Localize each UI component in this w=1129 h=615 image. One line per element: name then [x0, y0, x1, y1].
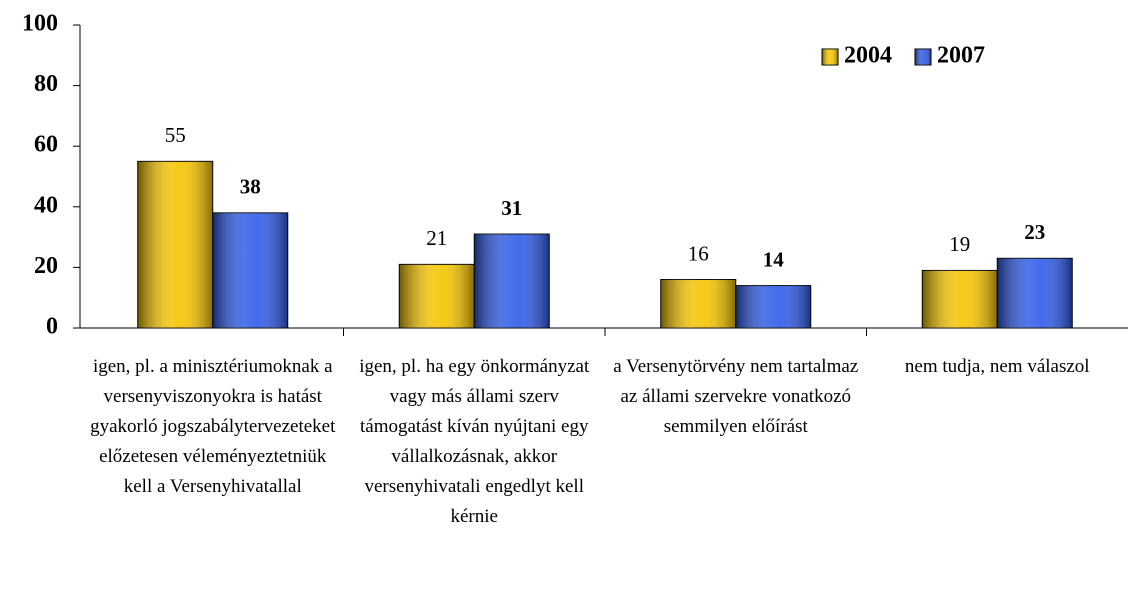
bar	[473, 233, 550, 329]
data-label: 23	[1024, 220, 1045, 244]
y-tick-label: 20	[34, 253, 58, 279]
y-tick-label: 100	[22, 11, 58, 37]
legend-label: 2007	[937, 43, 985, 69]
data-label: 16	[688, 241, 709, 265]
x-tick-label: a Versenytörvény nem tartalmaz az állami…	[613, 356, 859, 437]
data-label: 19	[949, 232, 970, 256]
y-tick-label: 0	[46, 314, 58, 340]
bar	[660, 279, 737, 329]
data-label: 31	[501, 196, 522, 220]
legend-label: 2004	[844, 43, 892, 69]
bar	[212, 212, 289, 329]
bar	[735, 285, 812, 329]
bar	[137, 160, 214, 329]
legend-swatch-shade	[822, 49, 838, 65]
x-tick-label: igen, pl. a minisztériumoknak a versenyv…	[90, 356, 336, 497]
y-tick-label: 40	[34, 192, 58, 218]
bar	[921, 269, 998, 329]
data-label: 21	[426, 226, 447, 250]
data-label: 55	[165, 123, 186, 147]
data-label: 14	[763, 247, 785, 271]
y-tick-label: 60	[34, 132, 58, 158]
bar	[398, 263, 475, 329]
data-label: 38	[240, 175, 261, 199]
bar	[996, 257, 1073, 329]
y-tick-label: 80	[34, 71, 58, 97]
x-tick-label: igen, pl. ha egy önkormányzat vagy más á…	[359, 356, 590, 527]
legend-swatch-shade	[915, 49, 931, 65]
x-tick-label: nem tudja, nem válaszol	[904, 356, 1090, 377]
